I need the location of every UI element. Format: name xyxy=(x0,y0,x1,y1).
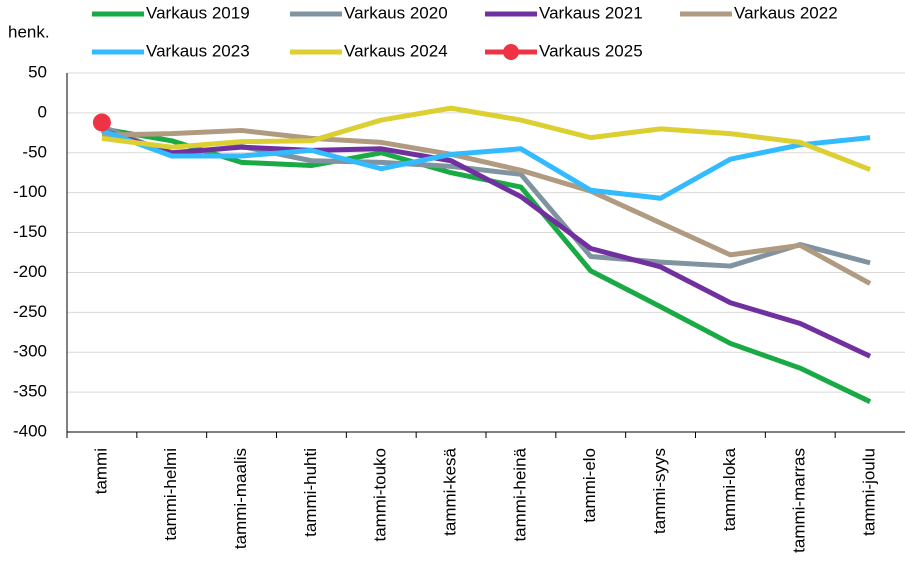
x-tick-label: tammi-joulu xyxy=(860,448,879,536)
y-tick-label: 50 xyxy=(28,62,47,81)
y-tick-label: -100 xyxy=(13,182,47,201)
x-tick-label: tammi-heinä xyxy=(510,447,529,541)
line-series xyxy=(101,128,872,359)
y-tick-label: 0 xyxy=(38,102,47,121)
y-tick-label: -150 xyxy=(13,222,47,241)
x-tick-label: tammi-elo xyxy=(580,448,599,523)
x-tick-label: tammi-huhti xyxy=(301,448,320,537)
x-tick-label: tammi-loka xyxy=(720,447,739,531)
legend-label: Varkaus 2021 xyxy=(539,3,643,22)
legend-label: Varkaus 2025 xyxy=(539,41,643,60)
legend-label: Varkaus 2019 xyxy=(146,3,250,22)
line-series xyxy=(101,105,871,172)
y-tick-label: -400 xyxy=(13,421,47,440)
legend-label: Varkaus 2023 xyxy=(146,41,250,60)
line-series xyxy=(101,128,871,201)
legend-label: Varkaus 2022 xyxy=(734,3,838,22)
legend-marker xyxy=(503,44,519,60)
y-tick-label: -200 xyxy=(13,262,47,281)
y-tick-label: -350 xyxy=(13,382,47,401)
x-tick-label: tammi-kesä xyxy=(441,447,460,535)
x-tick-label: tammi-marras xyxy=(790,448,809,553)
x-tick-label: tammi xyxy=(91,448,110,494)
y-tick-label: -300 xyxy=(13,342,47,361)
x-tick-label: tammi-helmi xyxy=(161,448,180,541)
y-tick-label: -50 xyxy=(22,142,47,161)
x-tick-label: tammi-maalis xyxy=(231,448,250,549)
x-tick-label: tammi-syys xyxy=(650,448,669,534)
point-marker xyxy=(92,113,111,132)
legend-label: Varkaus 2024 xyxy=(344,41,448,60)
x-tick-label: tammi-touko xyxy=(371,448,390,542)
y-axis-label: henk. xyxy=(8,22,50,41)
line-series xyxy=(101,127,872,286)
y-tick-label: -250 xyxy=(13,302,47,321)
legend-label: Varkaus 2020 xyxy=(344,3,448,22)
